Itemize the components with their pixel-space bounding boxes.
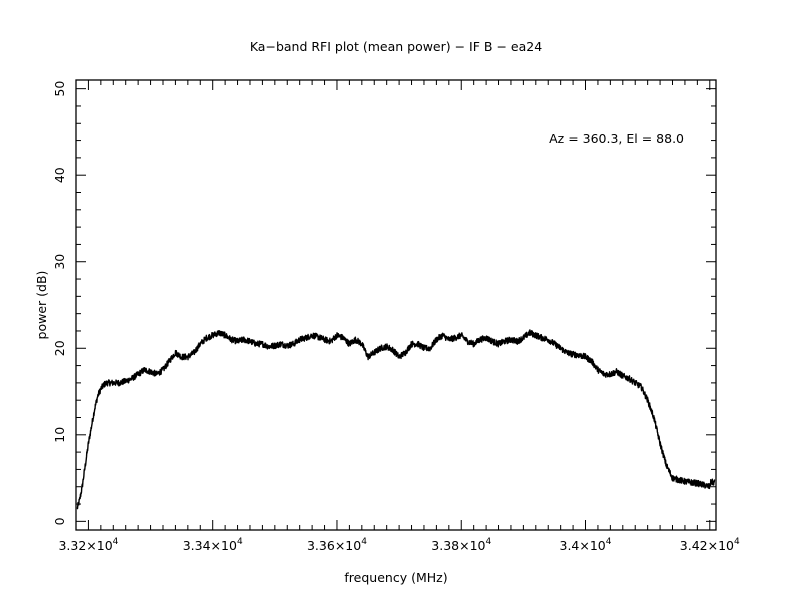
plot-frame (75, 79, 717, 531)
x-tick-exponent: 4 (237, 537, 243, 547)
x-tick-exponent: 4 (734, 537, 740, 547)
chart-title: Ka−band RFI plot (mean power) − IF B − e… (250, 39, 542, 54)
x-tick-mantissa: 3.34×10 (183, 538, 237, 553)
mean-power-line (76, 329, 716, 510)
x-tick-exponent: 4 (113, 537, 119, 547)
x-tick-label: 3.32×104 (58, 537, 118, 553)
x-tick-mantissa: 3.4×10 (560, 538, 606, 553)
y-tick-label: 30 (52, 254, 67, 270)
y-axis-tick-labels: 0 10 20 30 40 50 (52, 81, 67, 526)
x-tick-exponent: 4 (485, 537, 491, 547)
x-axis-label: frequency (MHz) (344, 570, 447, 585)
x-tick-label: 3.38×104 (431, 537, 491, 553)
y-tick-label: 10 (52, 427, 67, 443)
x-tick-exponent: 4 (361, 537, 367, 547)
x-tick-exponent: 4 (606, 537, 612, 547)
x-axis-ticks (87, 80, 711, 530)
y-axis-ticks (76, 88, 716, 522)
x-tick-label: 3.34×104 (183, 537, 243, 553)
y-tick-label: 0 (52, 517, 67, 525)
x-axis-tick-labels: 3.32×104 3.34×104 3.36×104 3.38×104 3.4×104 3… (58, 537, 740, 553)
x-tick-label: 3.42×104 (680, 537, 740, 553)
y-tick-label: 20 (52, 340, 67, 356)
az-el-annotation: Az = 360.3, El = 88.0 (549, 131, 684, 146)
x-tick-label: 3.4×104 (560, 537, 612, 553)
x-tick-mantissa: 3.32×10 (58, 538, 112, 553)
y-axis-label: power (dB) (34, 271, 49, 340)
x-tick-mantissa: 3.38×10 (431, 538, 485, 553)
x-tick-mantissa: 3.36×10 (307, 538, 361, 553)
x-tick-label: 3.36×104 (307, 537, 367, 553)
y-tick-label: 50 (52, 81, 67, 97)
x-tick-mantissa: 3.42×10 (680, 538, 734, 553)
y-tick-label: 40 (52, 167, 67, 183)
